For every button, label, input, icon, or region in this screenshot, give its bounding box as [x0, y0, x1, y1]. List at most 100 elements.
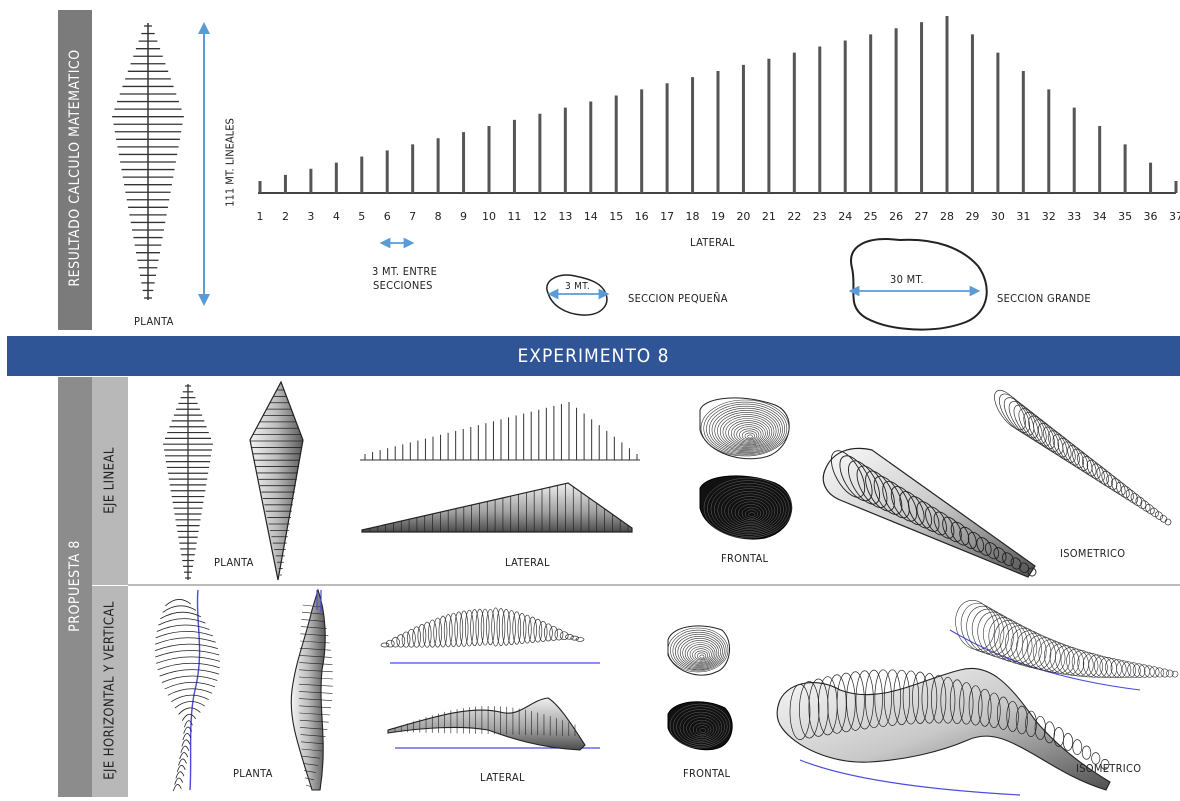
section-number: 36: [1144, 210, 1158, 223]
section-number: 19: [711, 210, 725, 223]
section-number: 13: [558, 210, 572, 223]
section-number: 8: [435, 210, 442, 223]
row1-iso-label: ISOMETRICO: [1060, 547, 1125, 560]
row1-plan-label: PLANTA: [214, 556, 254, 569]
section-number: 34: [1093, 210, 1107, 223]
row2-plan-label: PLANTA: [233, 767, 273, 780]
plan-rib: [162, 676, 217, 683]
section-number: 35: [1118, 210, 1132, 223]
section-number: 27: [915, 210, 929, 223]
iso-ring: [1109, 476, 1128, 497]
iso-ring: [1073, 740, 1082, 755]
row2-plan-ribs: [155, 590, 220, 791]
iso-ring: [1094, 465, 1116, 490]
plan-rib: [175, 778, 183, 785]
small-section-label: SECCION PEQUEÑA: [628, 292, 728, 305]
section-number: 29: [965, 210, 979, 223]
plan-rib: [160, 670, 219, 677]
length-label: 111 MT. LINEALES: [224, 113, 237, 213]
row1-frontal-label: FRONTAL: [721, 552, 768, 565]
plan-rib: [156, 631, 213, 638]
large-section-label: SECCION GRANDE: [997, 292, 1091, 305]
section-number: 2: [282, 210, 289, 223]
iso-ring: [962, 602, 1009, 658]
section-number: 5: [358, 210, 365, 223]
section-number: 17: [660, 210, 674, 223]
plan-rib: [182, 714, 195, 721]
lateral-ring: [571, 636, 579, 640]
iso-ring: [1159, 514, 1168, 524]
iso-ring: [1149, 506, 1160, 518]
row1-lateral-label: LATERAL: [505, 556, 550, 569]
row2-frontal-solid: [668, 702, 732, 750]
section-number: 21: [762, 210, 776, 223]
large-section-dim: 30 MT.: [890, 273, 924, 286]
plan-rib: [168, 689, 212, 696]
section-number: 14: [584, 210, 598, 223]
section-number: 3: [307, 210, 314, 223]
plan-rib: [183, 733, 191, 740]
section-number: 25: [864, 210, 878, 223]
iso-ring: [1013, 627, 1051, 671]
section-number: 16: [635, 210, 649, 223]
plan-rib: [178, 759, 186, 766]
row2-lateral-wire: [381, 608, 600, 663]
row1-lateral-solid: [362, 483, 632, 532]
section-number: 18: [686, 210, 700, 223]
spacing-label-1: 3 MT. ENTRE: [372, 265, 437, 278]
iso-ring: [1139, 499, 1152, 513]
plan-rib: [158, 663, 220, 670]
section-number: 37: [1169, 210, 1180, 223]
plan-rib: [177, 765, 185, 772]
section-number: 20: [736, 210, 750, 223]
section-number: 33: [1067, 210, 1081, 223]
row1-plan-ribs: [163, 384, 213, 580]
section-number: 26: [889, 210, 903, 223]
iso-ring: [950, 596, 1000, 654]
plan-rib: [176, 772, 184, 779]
section-number: 9: [460, 210, 467, 223]
iso-ring: [1054, 435, 1084, 469]
row2-lateral-label: LATERAL: [480, 771, 525, 784]
small-section-dim: 3 MT.: [565, 281, 590, 292]
plan-rib: [157, 625, 210, 632]
section-number: 6: [384, 210, 391, 223]
plan-rib: [160, 612, 200, 619]
calc-plan-drawing: [112, 23, 184, 300]
plan-rib: [165, 599, 190, 606]
plan-rib: [171, 695, 208, 702]
row2-plan-solid: [291, 590, 333, 790]
section-number: 22: [787, 210, 801, 223]
iso-ring: [1129, 491, 1144, 508]
row1-frontal-wire: [700, 398, 789, 459]
plan-rib: [180, 753, 188, 760]
plan-rib: [179, 708, 201, 715]
plan-rib: [155, 644, 218, 651]
section-number: 10: [482, 210, 496, 223]
plan-rib: [173, 784, 181, 791]
plan-rib: [182, 740, 190, 747]
plan-rib: [155, 638, 216, 645]
iso-ring: [989, 385, 1032, 434]
row1-iso-solid: [823, 445, 1037, 577]
iso-ring: [1063, 733, 1072, 750]
plan-rib: [155, 650, 219, 657]
row1-frontal-solid: [700, 476, 792, 539]
row2-lateral-solid: [388, 698, 600, 750]
lateral-ring: [576, 637, 584, 641]
plan-rib: [181, 746, 189, 753]
iso-ring: [1054, 728, 1064, 747]
lateral-ring: [560, 632, 568, 640]
row1-plan-solid: [250, 382, 303, 580]
section-number: 15: [609, 210, 623, 223]
section-number: 11: [507, 210, 521, 223]
spacing-label-2: SECCIONES: [373, 279, 433, 292]
plan-rib: [163, 606, 196, 613]
section-number: 1: [257, 210, 264, 223]
iso-ring: [1154, 667, 1165, 678]
lateral-ring: [565, 635, 573, 640]
section-number: 7: [409, 210, 416, 223]
lateral-ring: [555, 629, 563, 640]
